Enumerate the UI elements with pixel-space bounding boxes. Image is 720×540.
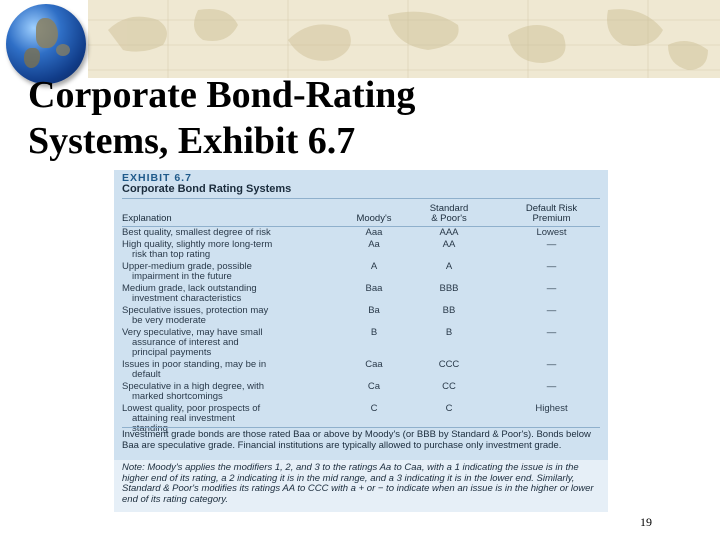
slide-title: Corporate Bond-Rating Systems, Exhibit 6… <box>28 72 588 164</box>
cell-moodys-rating: Ca <box>367 381 381 392</box>
cell-default-risk-premium: Highest <box>535 403 568 414</box>
header-rule-top <box>122 198 600 199</box>
cell-moodys-rating: A <box>370 261 378 272</box>
exhibit-table: EXHIBIT 6.7 Corporate Bond Rating System… <box>114 170 608 512</box>
slide-title-line-1: Corporate Bond-Rating <box>28 74 416 116</box>
globe-icon <box>6 4 86 84</box>
table-row: Upper-medium grade, possible impairment i… <box>114 262 608 283</box>
cell-moodys-rating: C <box>370 403 378 414</box>
column-header-default-risk: Default Risk Premium <box>525 203 578 224</box>
cell-moodys-rating: Ba <box>368 305 380 316</box>
cell-moodys-rating: B <box>370 327 378 338</box>
table-row: Best quality, smallest degree of risk Aaa… <box>114 228 608 239</box>
table-row: High quality, slightly more long-term ris… <box>114 240 608 261</box>
cell-moodys-rating: Baa <box>365 283 383 294</box>
cell-moodys-rating: Caa <box>365 359 383 370</box>
cell-sp-rating: BB <box>442 305 456 316</box>
cell-sp-rating: B <box>445 327 453 338</box>
cell-default-risk-premium: — <box>546 239 557 250</box>
table-row: Lowest quality, poor prospects of attaini… <box>114 404 608 435</box>
cell-explanation: Best quality, smallest degree of risk <box>122 227 271 238</box>
header-rule-bottom <box>122 226 600 227</box>
investment-grade-footnote: Investment grade bonds are those rated B… <box>122 429 591 451</box>
cell-default-risk-premium: — <box>546 261 557 272</box>
cell-sp-rating: CC <box>442 381 456 392</box>
note-label: Note: <box>122 462 145 473</box>
table-row: Very speculative, may have small assuranc… <box>114 328 608 359</box>
cell-sp-rating: C <box>445 403 453 414</box>
exhibit-title: Corporate Bond Rating Systems <box>122 183 292 195</box>
column-header-moodys: Moody's <box>356 213 392 224</box>
cell-default-risk-premium: Lowest <box>536 227 567 238</box>
cell-explanation: Speculative issues, protection may be ver… <box>122 305 269 326</box>
cell-explanation: Medium grade, lack outstanding investment… <box>122 283 257 304</box>
cell-sp-rating: AA <box>442 239 456 250</box>
header-banner <box>88 0 720 78</box>
footnote-rule <box>122 427 600 428</box>
exhibit-label: EXHIBIT 6.7 <box>122 172 192 184</box>
table-row: Speculative in a high degree, with marked… <box>114 382 608 403</box>
cell-explanation: Very speculative, may have small assuranc… <box>122 327 263 358</box>
cell-explanation: Lowest quality, poor prospects of attaini… <box>122 403 261 434</box>
note-text: Note: Moody's applies the modifiers 1, 2… <box>122 462 600 505</box>
world-map-texture <box>88 0 720 78</box>
cell-sp-rating: BBB <box>439 283 459 294</box>
cell-explanation: Upper-medium grade, possible impairment i… <box>122 261 252 282</box>
cell-default-risk-premium: — <box>546 305 557 316</box>
cell-default-risk-premium: — <box>546 381 557 392</box>
cell-moodys-rating: Aa <box>368 239 380 250</box>
table-row: Issues in poor standing, may be in defaul… <box>114 360 608 381</box>
column-header-explanation: Explanation <box>122 213 172 224</box>
cell-sp-rating: CCC <box>438 359 460 370</box>
cell-default-risk-premium: — <box>546 359 557 370</box>
table-row: Medium grade, lack outstanding investment… <box>114 284 608 305</box>
cell-moodys-rating: Aaa <box>365 227 383 238</box>
note-box: Note: Moody's applies the modifiers 1, 2… <box>114 460 608 512</box>
cell-explanation: High quality, slightly more long-term ris… <box>122 239 273 260</box>
cell-explanation: Issues in poor standing, may be in defaul… <box>122 359 267 380</box>
slide-title-line-2: Systems, Exhibit 6.7 <box>28 120 356 162</box>
cell-sp-rating: A <box>445 261 453 272</box>
note-body: Moody's applies the modifiers 1, 2, and … <box>122 462 594 505</box>
cell-default-risk-premium: — <box>546 327 557 338</box>
cell-explanation: Speculative in a high degree, with marked… <box>122 381 265 402</box>
cell-sp-rating: AAA <box>439 227 459 238</box>
cell-default-risk-premium: — <box>546 283 557 294</box>
table-row: Speculative issues, protection may be ver… <box>114 306 608 327</box>
page-number: 19 <box>640 515 652 529</box>
column-header-sp: Standard & Poor's <box>429 203 469 224</box>
